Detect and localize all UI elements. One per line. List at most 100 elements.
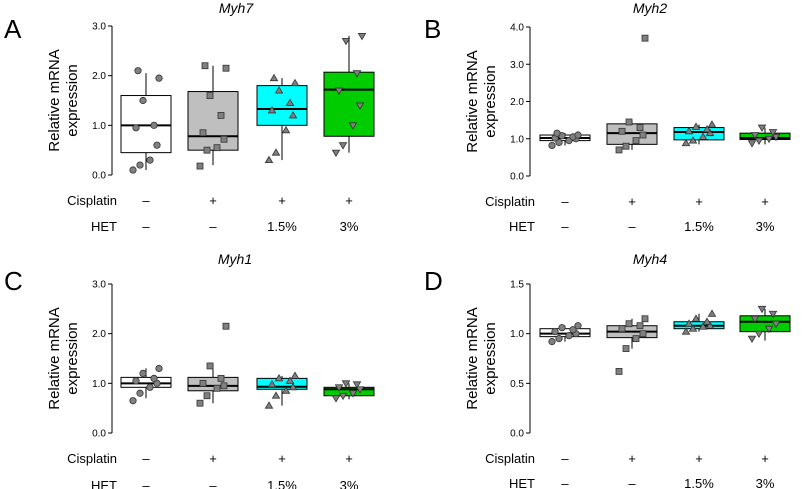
- box: [323, 386, 375, 397]
- y-tick-label: 1.5: [510, 280, 524, 291]
- data-point: [213, 384, 221, 392]
- data-point: [220, 135, 228, 143]
- y-axis-label-line: Relative mRNA: [464, 307, 481, 410]
- box-group: [323, 380, 375, 403]
- box: [256, 377, 308, 390]
- data-point: [199, 379, 207, 387]
- panel-b: B Myh2 Relative mRNA expression 0.0 1.0 2.0 3.0…: [424, 0, 791, 234]
- box: [739, 315, 791, 333]
- data-point: [691, 314, 701, 322]
- condition-value: 3%: [340, 478, 359, 489]
- box-group: [739, 305, 791, 344]
- data-point: [747, 335, 757, 344]
- box-group: [739, 124, 791, 148]
- y-axis-label-line: expression: [482, 322, 499, 395]
- box-group: [120, 364, 172, 405]
- condition-value: 1.5%: [684, 476, 714, 489]
- condition-value: –: [561, 219, 569, 234]
- data-point: [201, 62, 209, 70]
- panel-letter: C: [4, 266, 23, 296]
- data-point: [705, 321, 715, 329]
- data-point: [707, 120, 717, 128]
- data-point: [698, 322, 708, 330]
- y-axis-label: Relative mRNA expression: [464, 307, 499, 410]
- data-point: [355, 102, 365, 110]
- box: [323, 71, 375, 137]
- data-point: [641, 315, 649, 323]
- condition-value: +: [209, 193, 217, 208]
- condition-value: –: [209, 219, 217, 234]
- y-axis-label-line: expression: [64, 322, 81, 395]
- y-axis-label-line: Relative mRNA: [46, 307, 63, 410]
- condition-value: –: [209, 478, 217, 489]
- data-point: [764, 135, 774, 144]
- y-tick-label: 1.0: [510, 329, 524, 340]
- condition-value: 1.5%: [267, 219, 297, 234]
- box-group: [539, 322, 591, 346]
- chart-title: Myh4: [633, 251, 667, 267]
- data-point: [271, 391, 281, 399]
- panel-a: A Myh7 Relative mRNA expression 0.0 1.0 2.0 3.0…: [4, 0, 375, 234]
- chart-title: Myh1: [218, 251, 252, 267]
- data-point: [341, 380, 351, 388]
- data-point: [199, 129, 207, 137]
- y-axis-label: Relative mRNA expression: [464, 50, 499, 153]
- data-point: [757, 305, 767, 314]
- data-point: [622, 142, 630, 150]
- condition-label: HET: [91, 219, 117, 234]
- condition-label: Cisplatin: [67, 193, 117, 208]
- panel-letter: D: [424, 266, 443, 296]
- condition-value: +: [628, 194, 636, 209]
- condition-value: +: [209, 451, 217, 466]
- condition-value: +: [345, 193, 353, 208]
- data-point: [274, 373, 284, 382]
- data-point: [134, 67, 142, 75]
- data-point: [639, 330, 647, 338]
- condition-label: Cisplatin: [485, 194, 535, 209]
- data-point: [555, 335, 563, 343]
- condition-value: +: [761, 194, 769, 209]
- condition-value: –: [142, 193, 150, 208]
- condition-value: –: [142, 451, 150, 466]
- box: [256, 85, 308, 126]
- data-point: [132, 124, 140, 132]
- data-point: [341, 37, 351, 46]
- data-point: [290, 371, 300, 379]
- data-point: [139, 96, 147, 105]
- y-tick-label: 2.0: [92, 329, 106, 340]
- data-point: [622, 345, 630, 352]
- data-point: [155, 74, 163, 82]
- data-point: [264, 155, 274, 164]
- condition-value: +: [695, 451, 703, 466]
- box-group: [256, 73, 308, 164]
- data-point: [288, 382, 298, 391]
- condition-value: 3%: [340, 219, 359, 234]
- data-point: [615, 146, 623, 154]
- data-point: [146, 383, 154, 391]
- data-point: [625, 320, 633, 328]
- data-point: [551, 328, 559, 336]
- data-point: [203, 146, 211, 154]
- condition-value: –: [561, 194, 569, 209]
- data-point: [281, 125, 291, 134]
- box-group: [673, 309, 725, 335]
- panel-letter: A: [4, 14, 22, 44]
- condition-label: Cisplatin: [67, 451, 117, 466]
- data-point: [684, 319, 694, 327]
- panel-letter: B: [424, 14, 441, 44]
- data-point: [574, 131, 582, 139]
- data-point: [222, 64, 230, 72]
- data-point: [139, 369, 147, 377]
- data-point: [334, 384, 344, 392]
- data-point: [636, 124, 644, 131]
- data-point: [331, 149, 341, 158]
- data-point: [768, 310, 778, 319]
- data-point: [153, 141, 161, 149]
- box-group: [673, 120, 725, 147]
- data-point: [150, 374, 158, 382]
- data-point: [196, 399, 204, 407]
- data-point: [213, 144, 221, 152]
- data-point: [348, 122, 358, 130]
- data-point: [754, 137, 764, 146]
